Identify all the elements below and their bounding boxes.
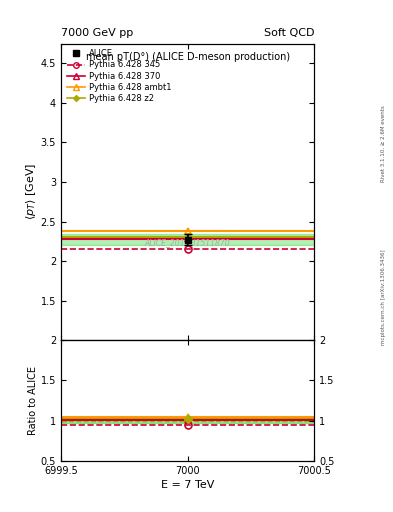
Text: mcplots.cern.ch [arXiv:1306.3436]: mcplots.cern.ch [arXiv:1306.3436] <box>381 249 386 345</box>
Y-axis label: $\langle p_T \rangle$ [GeV]: $\langle p_T \rangle$ [GeV] <box>24 163 38 221</box>
Text: 7000 GeV pp: 7000 GeV pp <box>61 28 133 38</box>
Text: Soft QCD: Soft QCD <box>264 28 314 38</box>
Text: mean pT(D°) (ALICE D-meson production): mean pT(D°) (ALICE D-meson production) <box>86 52 290 62</box>
Text: Rivet 3.1.10, ≥ 2.6M events: Rivet 3.1.10, ≥ 2.6M events <box>381 105 386 182</box>
Text: ALICE_2017_I1511870: ALICE_2017_I1511870 <box>145 238 230 247</box>
Legend: ALICE, Pythia 6.428 345, Pythia 6.428 370, Pythia 6.428 ambt1, Pythia 6.428 z2: ALICE, Pythia 6.428 345, Pythia 6.428 37… <box>65 48 173 104</box>
Bar <box>61 234 314 245</box>
X-axis label: E = 7 TeV: E = 7 TeV <box>161 480 214 490</box>
Y-axis label: Ratio to ALICE: Ratio to ALICE <box>28 366 38 435</box>
Bar <box>61 418 314 423</box>
